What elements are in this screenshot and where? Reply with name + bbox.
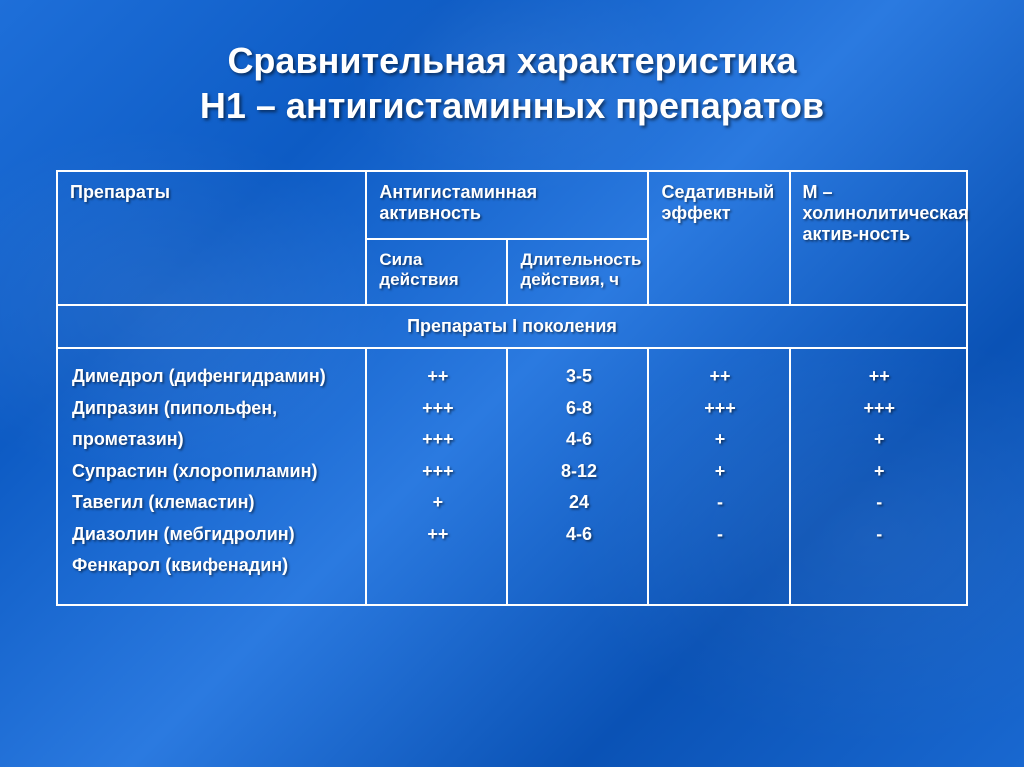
comparison-table: Препараты Антигистаминная активность Сед… <box>56 170 968 606</box>
table-section-row: Препараты I поколения <box>57 305 967 348</box>
slide: Сравнительная характеристика Н1 – антиги… <box>0 0 1024 767</box>
col-header-mchol: М – холинолитическая актив-ность <box>790 171 967 305</box>
col-header-activity: Антигистаминная активность <box>366 171 648 239</box>
slide-title: Сравнительная характеристика Н1 – антиги… <box>56 38 968 128</box>
section-label: Препараты I поколения <box>57 305 967 348</box>
table-header-row-1: Препараты Антигистаминная активность Сед… <box>57 171 967 239</box>
table-data-row: Димедрол (дифенгидрамин) Дипразин (пипол… <box>57 348 967 605</box>
col-header-strength: Сила действия <box>366 239 507 305</box>
col-header-drugs: Препараты <box>57 171 366 305</box>
col-header-sedative: Седативный эффект <box>648 171 789 305</box>
cell-duration: 3-5 6-8 4-6 8-12 24 4-6 <box>507 348 648 605</box>
col-header-duration: Длительность действия, ч <box>507 239 648 305</box>
cell-mchol: ++ +++ + + - - <box>790 348 967 605</box>
title-line-1: Сравнительная характеристика <box>227 40 796 81</box>
cell-sedative: ++ +++ + + - - <box>648 348 789 605</box>
cell-strength: ++ +++ +++ +++ + ++ <box>366 348 507 605</box>
cell-drugs: Димедрол (дифенгидрамин) Дипразин (пипол… <box>57 348 366 605</box>
title-line-2: Н1 – антигистаминных препаратов <box>200 85 824 126</box>
